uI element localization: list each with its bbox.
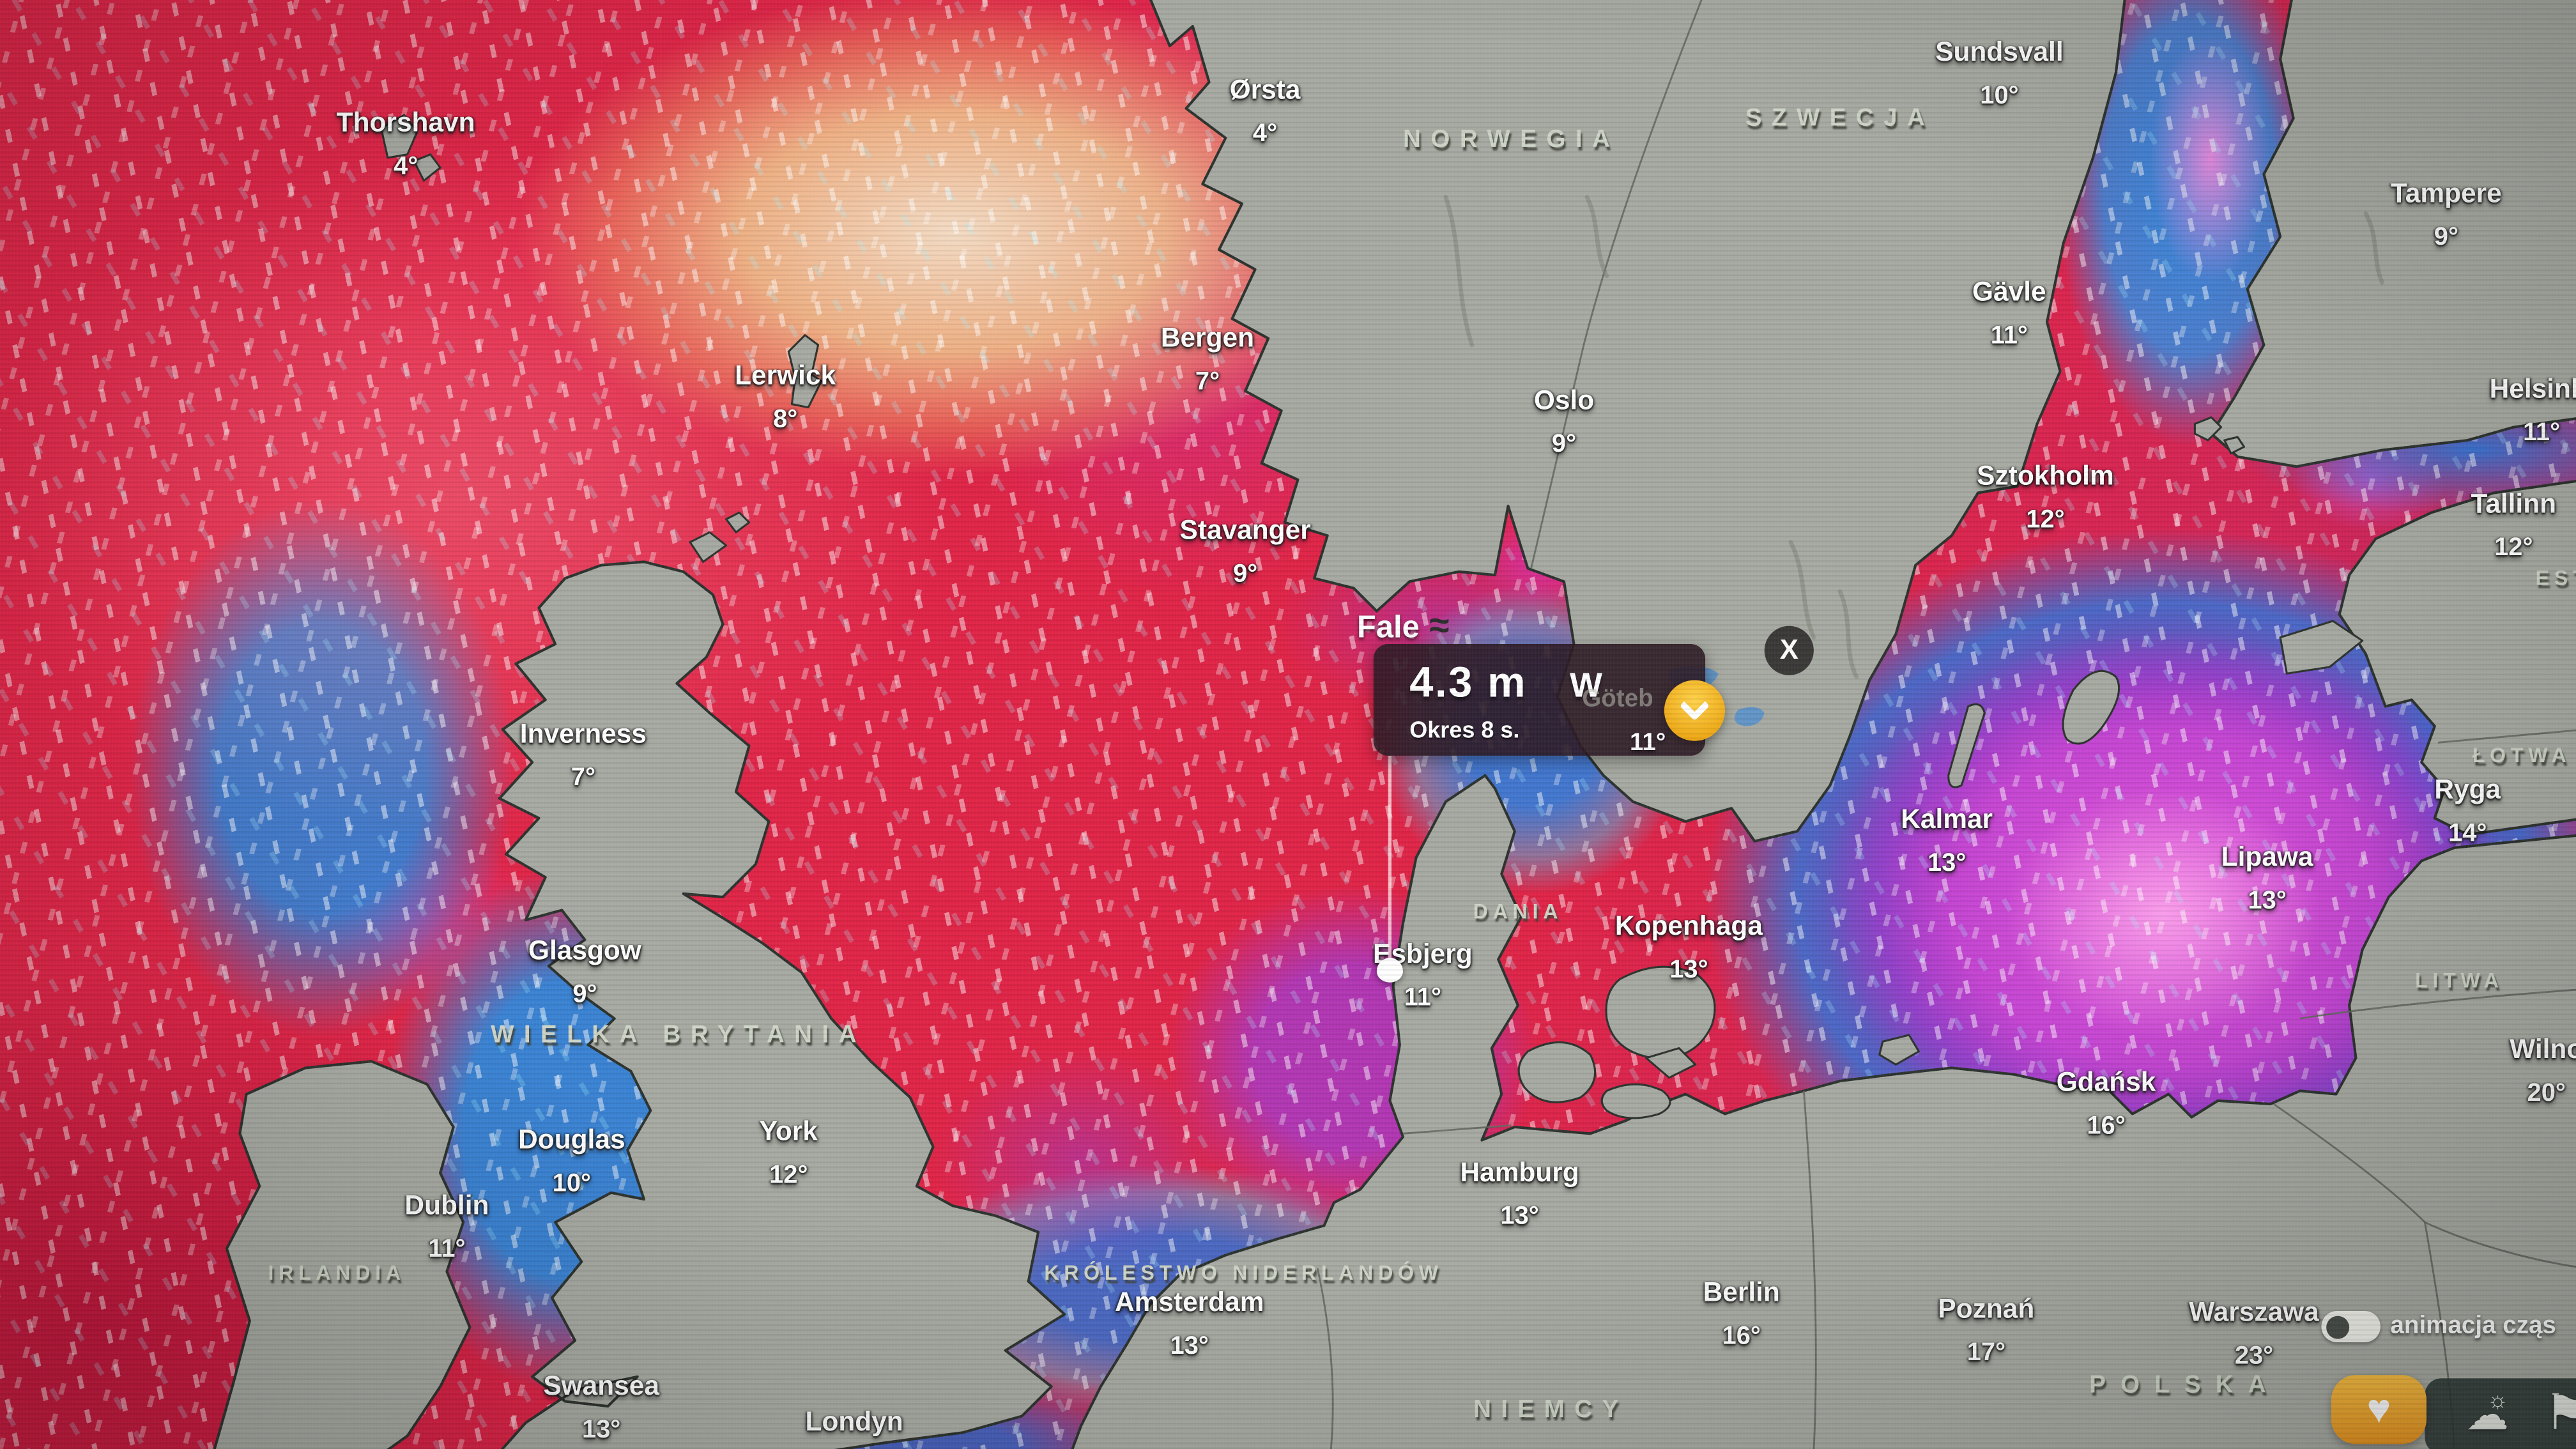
location-marker xyxy=(1376,958,1403,983)
island-orkney xyxy=(689,511,751,563)
island-aland xyxy=(2193,416,2246,455)
particle-animation-toggle[interactable] xyxy=(2321,1311,2380,1342)
island-shetland xyxy=(787,334,823,409)
land-ireland xyxy=(213,1060,471,1449)
border-netherlands-germany xyxy=(1316,1268,1334,1449)
land-scandinavia xyxy=(1149,0,2126,843)
island-bornholm xyxy=(1878,1034,1920,1066)
wave-icon: ≈ xyxy=(1429,604,1450,646)
wave-direction-value: W xyxy=(1570,667,1602,705)
wave-info-popup[interactable]: 4.3 m W Okres 8 s. xyxy=(1373,644,1706,756)
island-lolland xyxy=(1600,1083,1671,1119)
chevron-down-icon xyxy=(1679,691,1710,721)
island-funen xyxy=(1517,1041,1597,1103)
island-oland xyxy=(1947,703,1986,788)
toggle-knob xyxy=(2326,1315,2350,1338)
border-norway-sweden xyxy=(1530,0,1703,569)
heart-icon: ♥ xyxy=(2366,1386,2391,1432)
relief-marks xyxy=(1443,195,2384,679)
lake-vattern xyxy=(1734,707,1765,726)
layer-name: Fale xyxy=(1357,611,1420,646)
weather-layers-button[interactable]: ☁ ☼ xyxy=(2455,1383,2520,1446)
land-great-britain xyxy=(498,560,1066,1449)
expand-button[interactable] xyxy=(1664,680,1725,741)
report-flag-button[interactable]: ⚑ xyxy=(2533,1380,2576,1446)
sun-cloud-icon: ☁ xyxy=(2465,1389,2509,1439)
flag-icon: ⚑ xyxy=(2544,1384,2576,1441)
obscured-city-label: Göteb xyxy=(1582,685,1653,713)
popup-leader-line xyxy=(1388,755,1392,960)
island-zealand xyxy=(1605,965,1716,1059)
border-lithuania-poland xyxy=(2273,1103,2576,1268)
land-estonia xyxy=(2338,479,2576,836)
island-faroe xyxy=(380,114,441,182)
land-continent xyxy=(1071,774,2576,1449)
border-denmark-germany xyxy=(1402,1124,1512,1135)
border-germany-poland xyxy=(1803,1091,1817,1449)
favorites-button[interactable]: ♥ xyxy=(2331,1375,2426,1445)
close-icon[interactable]: X xyxy=(1764,625,1814,675)
island-gotland xyxy=(2062,670,2120,745)
sun-icon: ☼ xyxy=(2487,1386,2509,1413)
particle-animation-label: animacja cząs xyxy=(2390,1312,2556,1340)
obscured-city-temp: 11° xyxy=(1630,728,1666,757)
island-rugen xyxy=(1645,1047,1697,1079)
wave-period-value: Okres 8 s. xyxy=(1409,716,1520,743)
border-estonia-latvia xyxy=(2437,729,2576,744)
bottom-toolbar xyxy=(2425,1378,2576,1449)
active-layer-label: Fale ≈ xyxy=(1357,604,1449,647)
wave-height-value: 4.3 m xyxy=(1409,657,1528,707)
border-latvia-lithuania xyxy=(2299,988,2576,1020)
island-saaremaa xyxy=(2279,620,2364,675)
